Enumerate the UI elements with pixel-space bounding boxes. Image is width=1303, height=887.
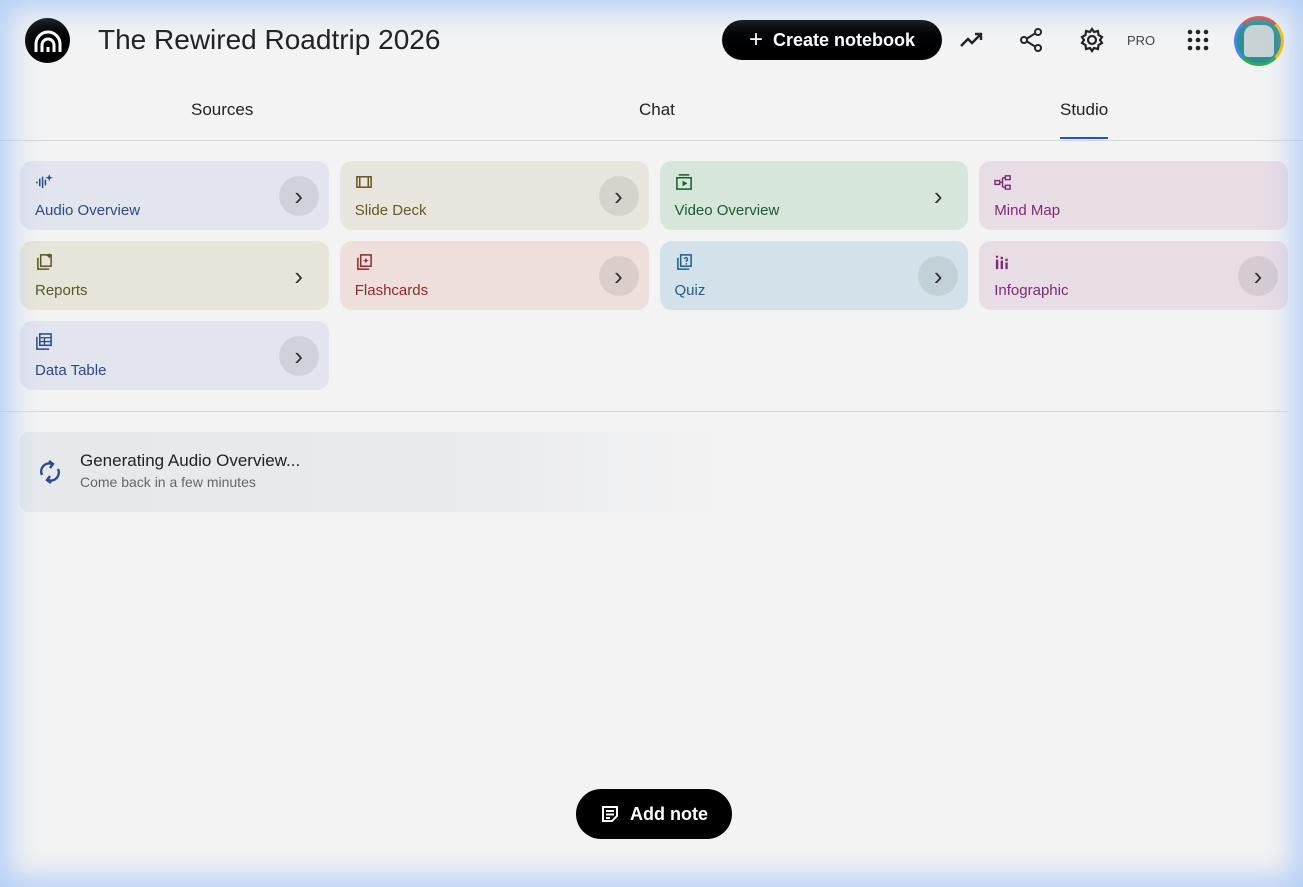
- chevron-right-icon[interactable]: ›: [933, 181, 943, 211]
- chevron-right-icon[interactable]: ›: [278, 336, 319, 376]
- studio-card-infographic[interactable]: Infographic ›: [979, 241, 1288, 310]
- studio-card-video-overview[interactable]: Video Overview ›: [659, 161, 969, 230]
- chevron-right-icon[interactable]: ›: [598, 176, 639, 216]
- notebooklm-logo-icon[interactable]: [25, 18, 70, 63]
- studio-card-label: Reports: [35, 282, 88, 299]
- studio-card-reports[interactable]: Reports ›: [20, 241, 329, 310]
- notebook-title[interactable]: The Rewired Roadtrip 2026: [98, 24, 441, 55]
- add-note-label: Add note: [630, 803, 708, 824]
- tab-bar: Sources Chat Studio: [0, 92, 1303, 141]
- divider: [0, 411, 1288, 412]
- chevron-right-icon[interactable]: ›: [294, 261, 304, 291]
- generating-subtitle: Come back in a few minutes: [80, 474, 256, 490]
- tab-chat[interactable]: Chat: [639, 100, 675, 119]
- tab-studio[interactable]: Studio: [1060, 100, 1109, 139]
- sync-icon: [40, 460, 60, 484]
- mind-map-icon: [994, 175, 1012, 190]
- settings-icon[interactable]: [1078, 26, 1106, 54]
- studio-card-label: Data Table: [35, 362, 107, 379]
- video-icon: [675, 174, 692, 190]
- studio-card-mind-map[interactable]: Mind Map: [979, 161, 1288, 230]
- chevron-right-icon[interactable]: ›: [1238, 256, 1278, 296]
- apps-grid-icon[interactable]: [1184, 26, 1212, 54]
- chevron-right-icon[interactable]: ›: [918, 256, 959, 296]
- data-table-icon: [36, 333, 52, 350]
- create-notebook-button[interactable]: + Create notebook: [722, 20, 942, 60]
- studio-tools-grid: Audio Overview › Slide Deck › Video Overview…: [20, 161, 1288, 390]
- pro-badge: PRO: [1127, 33, 1156, 48]
- studio-card-label: Slide Deck: [354, 202, 427, 219]
- studio-card-label: Mind Map: [994, 202, 1061, 219]
- studio-card-label: Audio Overview: [35, 202, 141, 219]
- generating-audio-overview-item: Generating Audio Overview... Come back i…: [20, 432, 720, 512]
- infographic-icon: [996, 255, 1008, 270]
- flashcards-icon: [356, 254, 372, 270]
- slides-icon: [355, 176, 372, 188]
- create-notebook-label: Create notebook: [772, 29, 916, 50]
- studio-card-label: Flashcards: [354, 282, 429, 299]
- avatar[interactable]: [1234, 16, 1284, 66]
- share-icon[interactable]: [1017, 26, 1045, 54]
- chevron-right-icon[interactable]: ›: [278, 176, 319, 216]
- studio-card-label: Infographic: [994, 282, 1069, 299]
- reports-icon: [37, 253, 53, 270]
- audio-waveform-icon: [36, 173, 53, 189]
- chevron-right-icon[interactable]: ›: [598, 256, 639, 296]
- note-icon: [602, 806, 618, 822]
- studio-card-flashcards[interactable]: Flashcards ›: [339, 241, 649, 310]
- plus-icon: +: [748, 26, 763, 53]
- analytics-icon[interactable]: [958, 26, 986, 54]
- studio-card-slide-deck[interactable]: Slide Deck ›: [339, 161, 649, 230]
- studio-card-data-table[interactable]: Data Table ›: [20, 321, 329, 390]
- tab-sources[interactable]: Sources: [191, 100, 254, 119]
- quiz-icon: [676, 254, 692, 270]
- add-note-button[interactable]: Add note: [576, 789, 732, 839]
- studio-card-label: Video Overview: [674, 202, 780, 219]
- generating-title: Generating Audio Overview...: [80, 451, 301, 470]
- studio-card-audio-overview[interactable]: Audio Overview ›: [20, 161, 329, 230]
- studio-card-label: Quiz: [674, 282, 706, 299]
- studio-card-quiz[interactable]: Quiz ›: [659, 241, 969, 310]
